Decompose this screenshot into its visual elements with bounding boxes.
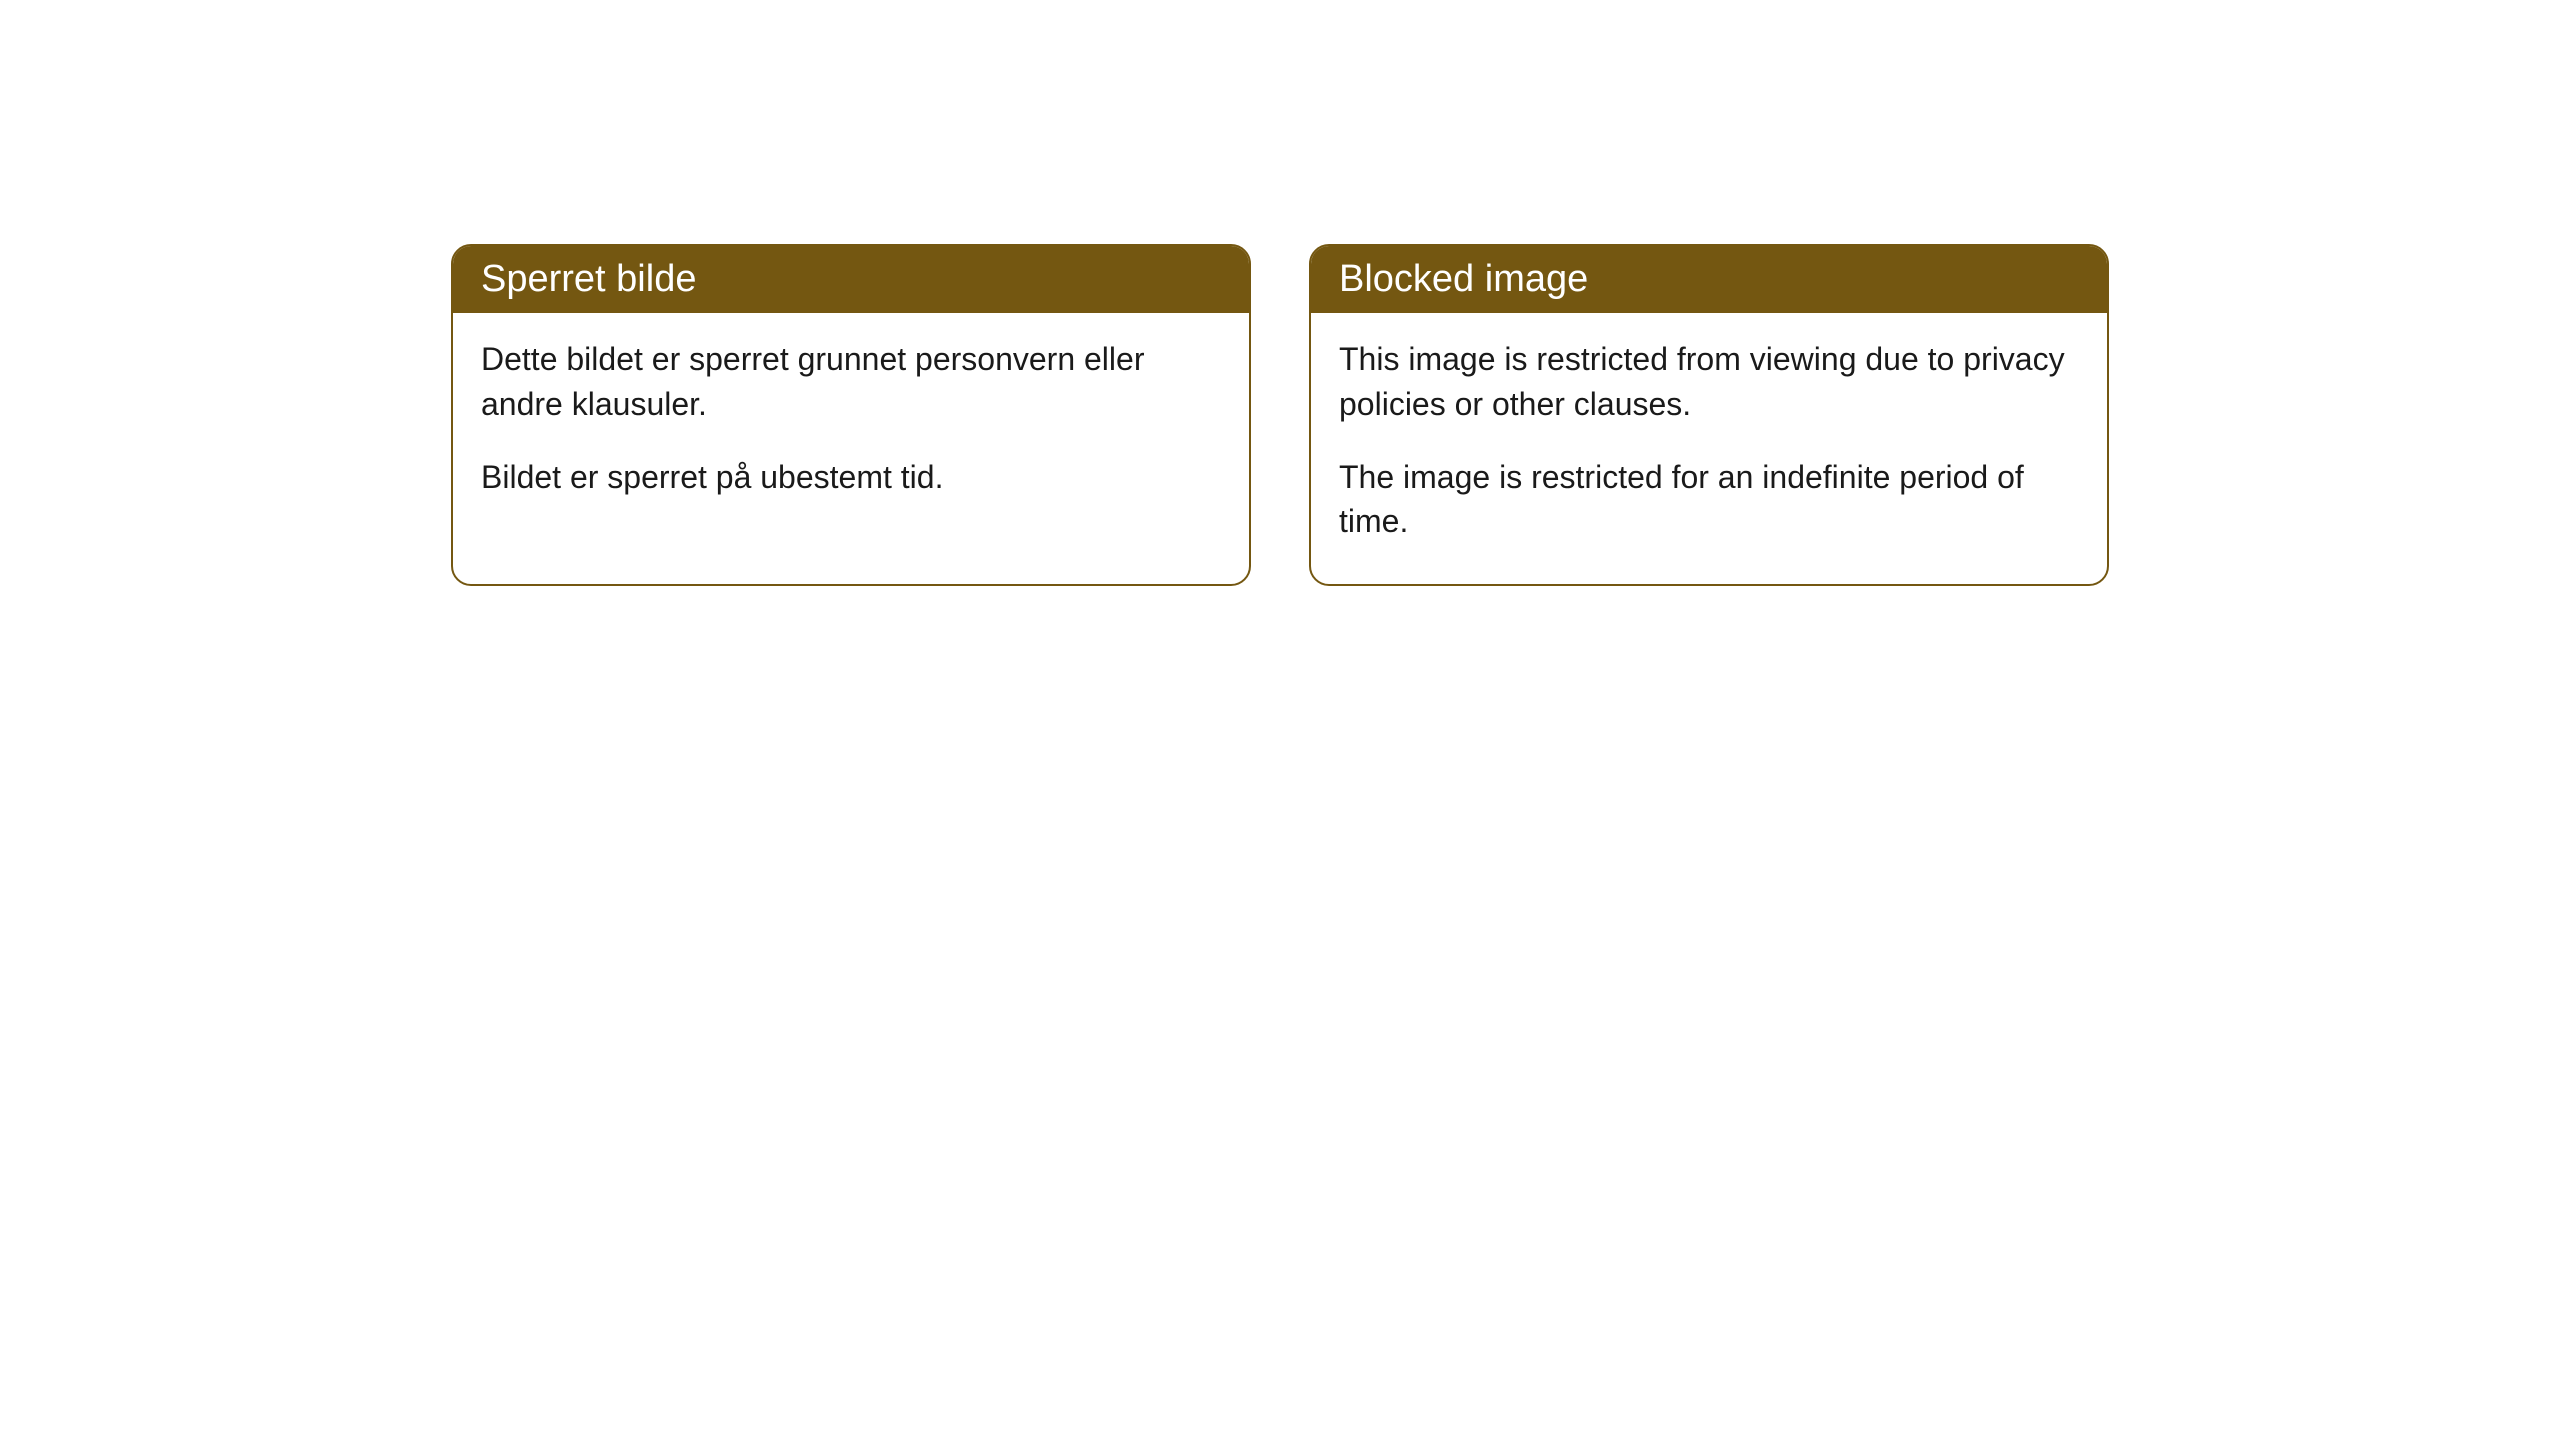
card-paragraph: The image is restricted for an indefinit… xyxy=(1339,455,2079,545)
blocked-image-card-english: Blocked image This image is restricted f… xyxy=(1309,244,2109,586)
card-paragraph: Dette bildet er sperret grunnet personve… xyxy=(481,337,1221,427)
notice-cards-container: Sperret bilde Dette bildet er sperret gr… xyxy=(0,0,2560,586)
blocked-image-card-norwegian: Sperret bilde Dette bildet er sperret gr… xyxy=(451,244,1251,586)
card-title: Blocked image xyxy=(1339,258,1588,300)
card-header: Blocked image xyxy=(1311,246,2107,313)
card-body: Dette bildet er sperret grunnet personve… xyxy=(453,313,1249,539)
card-header: Sperret bilde xyxy=(453,246,1249,313)
card-body: This image is restricted from viewing du… xyxy=(1311,313,2107,584)
card-paragraph: Bildet er sperret på ubestemt tid. xyxy=(481,455,1221,500)
card-title: Sperret bilde xyxy=(481,258,696,300)
card-paragraph: This image is restricted from viewing du… xyxy=(1339,337,2079,427)
